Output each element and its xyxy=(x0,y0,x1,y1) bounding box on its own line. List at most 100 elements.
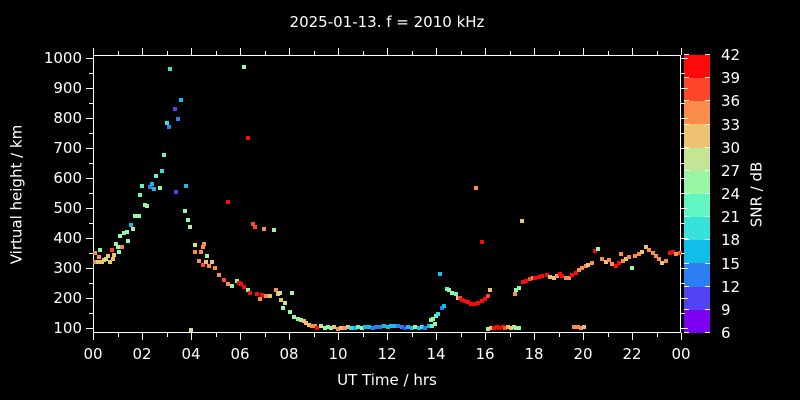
data-point xyxy=(513,292,518,297)
y-major-tick xyxy=(681,118,688,120)
data-point xyxy=(567,276,572,281)
data-point xyxy=(187,225,192,230)
data-point xyxy=(118,233,123,238)
y-minor-tick xyxy=(681,133,685,135)
y-major-tick xyxy=(681,298,688,300)
colorbar-segment xyxy=(684,240,710,264)
data-point xyxy=(360,325,365,330)
data-point xyxy=(560,274,565,279)
y-minor-tick xyxy=(89,133,93,135)
colorbar-segment xyxy=(684,147,710,171)
colorbar-tick xyxy=(705,123,710,125)
data-point xyxy=(439,305,444,310)
colorbar-tick xyxy=(684,285,689,287)
data-point xyxy=(633,254,638,259)
data-point xyxy=(620,258,625,263)
colorbar-tick-label: 21 xyxy=(721,208,741,227)
data-point xyxy=(516,325,521,330)
data-point xyxy=(157,185,162,190)
x-minor-tick xyxy=(117,51,119,55)
colorbar-tick-label: 39 xyxy=(721,69,741,88)
data-point xyxy=(197,258,202,263)
data-point xyxy=(580,266,585,271)
y-major-tick xyxy=(681,88,688,90)
data-point xyxy=(193,250,198,255)
data-point xyxy=(100,259,105,264)
data-point xyxy=(124,229,129,234)
data-point xyxy=(395,324,400,329)
data-point xyxy=(110,257,115,262)
data-point xyxy=(667,250,672,255)
y-major-tick xyxy=(681,328,688,330)
x-tick-label: 02 xyxy=(132,345,152,363)
x-minor-tick xyxy=(460,51,462,55)
data-point xyxy=(115,244,120,249)
data-point xyxy=(457,295,462,300)
x-minor-tick xyxy=(656,333,658,337)
data-point xyxy=(151,186,156,191)
data-point xyxy=(150,181,155,186)
colorbar-segment xyxy=(684,54,710,79)
x-minor-tick xyxy=(509,51,511,55)
colorbar-tick-label: 33 xyxy=(721,115,741,134)
x-minor-tick xyxy=(264,51,266,55)
data-point xyxy=(399,325,404,330)
data-point xyxy=(145,204,150,209)
data-point xyxy=(479,298,484,303)
x-major-tick xyxy=(191,333,192,340)
data-point xyxy=(483,296,488,301)
data-point xyxy=(325,325,330,330)
data-point xyxy=(242,284,247,289)
data-point xyxy=(416,325,421,330)
data-point xyxy=(618,252,623,257)
x-tick-label: 10 xyxy=(328,345,348,363)
data-point xyxy=(466,300,471,305)
data-point xyxy=(189,328,194,333)
y-tick-label: 200 xyxy=(53,289,82,308)
data-point xyxy=(319,324,324,329)
data-point xyxy=(617,261,622,266)
data-point xyxy=(435,311,440,316)
data-point xyxy=(450,291,455,296)
colorbar xyxy=(684,54,710,333)
data-point xyxy=(173,106,178,111)
y-major-tick xyxy=(86,88,93,90)
x-major-tick xyxy=(387,333,388,340)
data-point xyxy=(489,326,494,331)
data-point xyxy=(486,294,491,299)
data-point xyxy=(142,202,147,207)
colorbar-tick xyxy=(684,146,689,148)
x-minor-tick xyxy=(509,333,511,337)
colorbar-tick xyxy=(684,100,689,102)
y-tick-label: 1000 xyxy=(43,49,82,67)
y-tick-label: 900 xyxy=(53,79,82,98)
colorbar-tick xyxy=(705,332,710,333)
data-point xyxy=(392,324,397,329)
chart-title: 2025-01-13. f = 2010 kHz xyxy=(289,13,485,31)
data-point xyxy=(139,184,144,189)
data-point xyxy=(247,291,252,296)
data-point xyxy=(120,244,125,249)
data-point xyxy=(494,325,499,330)
plot-area xyxy=(92,55,682,333)
y-minor-tick xyxy=(89,193,93,195)
data-point xyxy=(513,287,518,292)
data-point xyxy=(578,325,583,330)
y-major-tick xyxy=(86,178,93,180)
colorbar-tick xyxy=(684,216,689,218)
y-tick-label: 100 xyxy=(53,319,82,338)
data-point xyxy=(116,249,121,254)
colorbar-tick xyxy=(705,54,710,55)
colorbar-tick-label: 24 xyxy=(721,185,741,203)
y-major-tick xyxy=(86,58,93,59)
data-point xyxy=(96,255,101,260)
y-minor-tick xyxy=(89,283,93,285)
y-tick-label: 300 xyxy=(53,259,82,278)
y-axis-label: Virtual height / km xyxy=(7,124,26,265)
data-point xyxy=(203,259,208,264)
colorbar-tick xyxy=(705,146,710,148)
data-point xyxy=(640,249,645,254)
data-point xyxy=(221,277,226,282)
data-point xyxy=(153,173,158,178)
